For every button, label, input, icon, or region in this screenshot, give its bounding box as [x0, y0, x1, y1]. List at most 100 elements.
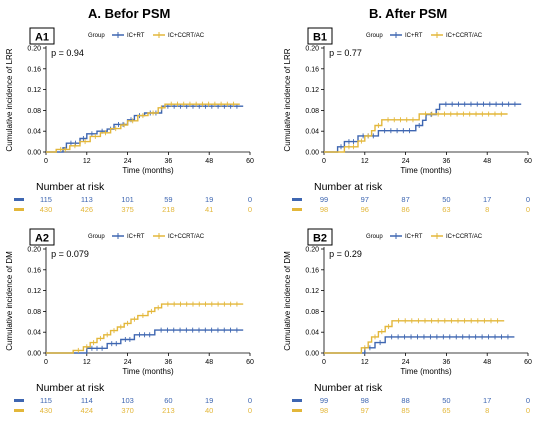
- y-axis-label: Cumulative incidence of DM: [5, 251, 14, 351]
- legend-title: Group: [88, 234, 105, 240]
- risk-value: 86: [401, 205, 409, 214]
- x-tick-label: 48: [205, 359, 213, 366]
- y-axis-label: Cumulative incidence of DM: [283, 251, 292, 351]
- y-tick-label: 0.20: [27, 46, 41, 53]
- legend-label: IC+CCRT/AC: [446, 33, 483, 39]
- risk-value: 0: [248, 195, 252, 204]
- chart-svg: A2 Group IC+RT IC+CCRT/AC 0.00 0.04 0.08 0.12 0.…: [5, 228, 254, 415]
- legend-label: IC+CCRT/AC: [168, 33, 205, 39]
- x-axis-label: Time (months): [400, 367, 452, 376]
- legend-label: IC+RT: [405, 234, 423, 240]
- panel-label: A2: [35, 233, 49, 245]
- series-line: [46, 303, 244, 354]
- panel-label-box: [29, 228, 55, 246]
- risk-value: 0: [248, 396, 252, 405]
- x-tick-label: 60: [524, 158, 532, 165]
- panel-label-box: [307, 228, 333, 246]
- y-tick-label: 0.04: [27, 129, 41, 136]
- risk-value: 98: [320, 205, 328, 214]
- x-axis-label: Time (months): [122, 166, 174, 175]
- risk-value: 19: [205, 396, 213, 405]
- risk-value: 99: [320, 396, 328, 405]
- x-tick-label: 24: [402, 158, 410, 165]
- panel-label-box: [29, 27, 55, 45]
- x-tick-label: 0: [322, 359, 326, 366]
- y-tick-label: 0.08: [305, 309, 319, 316]
- risk-row-swatch: [14, 409, 24, 412]
- risk-value: 103: [121, 396, 134, 405]
- risk-value: 430: [40, 205, 53, 214]
- risk-value: 115: [40, 396, 52, 405]
- risk-value: 0: [526, 205, 530, 214]
- risk-value: 218: [162, 205, 175, 214]
- risk-value: 50: [442, 396, 450, 405]
- risk-value: 85: [401, 406, 409, 415]
- risk-row-swatch: [292, 409, 302, 412]
- y-tick-label: 0.12: [27, 87, 41, 94]
- risk-value: 96: [361, 205, 369, 214]
- risk-value: 114: [81, 396, 93, 405]
- x-tick-label: 0: [44, 158, 48, 165]
- chart-svg: A1 Group IC+RT IC+CCRT/AC 0.00 0.04 0.08 0.12 0.…: [5, 27, 254, 214]
- risk-value: 41: [205, 205, 213, 214]
- risk-value: 113: [81, 195, 93, 204]
- risk-value: 426: [81, 205, 94, 214]
- y-tick-label: 0.20: [305, 46, 319, 53]
- y-tick-label: 0.16: [305, 267, 319, 274]
- panel-label-box: [307, 27, 333, 45]
- y-tick-label: 0.08: [27, 309, 41, 316]
- risk-value: 0: [526, 195, 530, 204]
- risk-row-swatch: [292, 198, 302, 201]
- y-axis-label: Cumulative incidence of LRR: [283, 48, 292, 151]
- x-tick-label: 48: [483, 359, 491, 366]
- risk-row-swatch: [14, 198, 24, 201]
- risk-value: 213: [162, 406, 175, 415]
- legend-title: Group: [88, 33, 105, 39]
- panel-b2: B2 Group IC+RT IC+CCRT/AC 0.00 0.04 0.08 0.12 0.…: [278, 225, 548, 430]
- y-tick-label: 0.04: [27, 330, 41, 337]
- series-line: [324, 113, 508, 153]
- risk-row-swatch: [14, 208, 24, 211]
- risk-value: 19: [205, 195, 213, 204]
- x-tick-label: 36: [165, 359, 173, 366]
- risk-value: 0: [248, 205, 252, 214]
- risk-value: 370: [121, 406, 134, 415]
- x-tick-label: 36: [443, 158, 451, 165]
- risk-value: 97: [361, 406, 369, 415]
- risk-value: 63: [442, 205, 450, 214]
- risk-value: 65: [442, 406, 450, 415]
- x-tick-label: 60: [524, 359, 532, 366]
- x-tick-label: 36: [165, 158, 173, 165]
- x-tick-label: 12: [83, 359, 91, 366]
- column-title-after-psm: B. After PSM: [369, 6, 448, 21]
- panel-a1: A1 Group IC+RT IC+CCRT/AC 0.00 0.04 0.08 0.12 0.…: [0, 24, 270, 229]
- panel-a2: A2 Group IC+RT IC+CCRT/AC 0.00 0.04 0.08 0.12 0.…: [0, 225, 270, 430]
- x-tick-label: 12: [361, 359, 369, 366]
- p-value: p = 0.29: [329, 249, 362, 259]
- x-tick-label: 0: [322, 158, 326, 165]
- legend-label: IC+RT: [127, 234, 145, 240]
- legend-label: IC+RT: [405, 33, 423, 39]
- panel-label: B2: [313, 233, 327, 245]
- x-tick-label: 60: [246, 359, 254, 366]
- y-tick-label: 0.00: [305, 351, 319, 358]
- risk-value: 17: [483, 195, 491, 204]
- y-tick-label: 0.12: [305, 87, 319, 94]
- risk-value: 101: [121, 195, 134, 204]
- risk-value: 40: [205, 406, 213, 415]
- panel-b1: B1 Group IC+RT IC+CCRT/AC 0.00 0.04 0.08 0.12 0.…: [278, 24, 548, 229]
- panel-label: A1: [35, 32, 49, 44]
- risk-row-swatch: [292, 208, 302, 211]
- p-value: p = 0.079: [51, 249, 89, 259]
- panel-label: B1: [313, 32, 327, 44]
- legend-label: IC+CCRT/AC: [168, 234, 205, 240]
- legend-title: Group: [366, 234, 383, 240]
- risk-value: 88: [401, 396, 409, 405]
- p-value: p = 0.94: [51, 48, 84, 58]
- risk-value: 0: [526, 396, 530, 405]
- risk-table-title: Number at risk: [36, 382, 105, 394]
- risk-value: 59: [164, 195, 172, 204]
- chart-svg: B2 Group IC+RT IC+CCRT/AC 0.00 0.04 0.08 0.12 0.…: [283, 228, 532, 415]
- y-tick-label: 0.16: [305, 66, 319, 73]
- risk-value: 424: [81, 406, 94, 415]
